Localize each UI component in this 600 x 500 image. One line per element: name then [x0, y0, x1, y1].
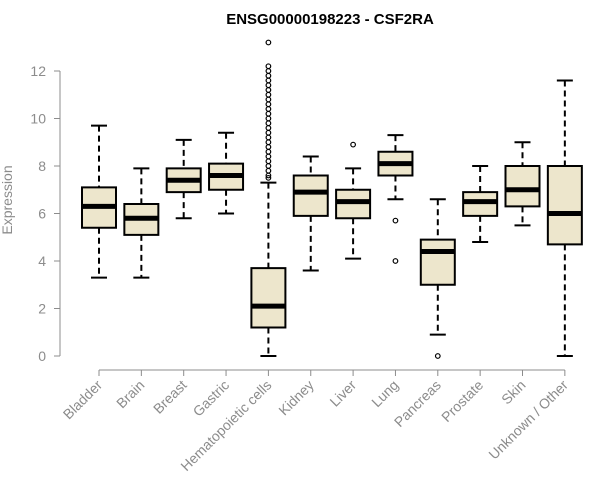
y-tick-label: 2 [38, 301, 46, 317]
outlier-point [265, 148, 272, 155]
box-group [208, 131, 245, 215]
outlier-point [265, 115, 272, 122]
iqr-box [250, 267, 287, 329]
box-group [123, 167, 160, 279]
outlier-point [265, 129, 272, 136]
x-tick-label: Kidney [275, 377, 317, 419]
box-group [504, 141, 541, 227]
outlier-point [265, 144, 272, 150]
y-tick-label: 8 [38, 158, 46, 174]
outlier-point [265, 39, 272, 46]
outlier-point [392, 258, 399, 264]
x-tick-label: Bladder [60, 377, 106, 423]
box-group [165, 138, 202, 220]
outlier-point [265, 139, 272, 146]
y-tick-label: 12 [30, 63, 46, 79]
x-tick-label: Lung [368, 377, 401, 410]
x-tick-label: Breast [150, 377, 190, 417]
outlier-point [265, 106, 272, 112]
outlier-point [265, 63, 272, 70]
box-group [377, 134, 414, 264]
y-axis-label: Expression [0, 165, 15, 234]
y-tick-label: 0 [38, 348, 46, 364]
outlier-point [265, 101, 272, 108]
boxes [81, 39, 583, 359]
outlier-point [265, 77, 272, 84]
outlier-point [265, 134, 272, 141]
x-tick-label: Brain [113, 377, 147, 411]
outlier-point [265, 163, 272, 169]
iqr-box [504, 165, 541, 208]
x-tick-label: Skin [498, 377, 529, 408]
x-tick-label: Unknown / Other [485, 377, 571, 463]
outlier-point [434, 353, 441, 359]
box-group [250, 39, 287, 357]
outlier-point [265, 172, 272, 179]
x-tick-label: Liver [326, 377, 359, 410]
outlier-point [265, 91, 272, 98]
box-group [462, 165, 499, 243]
outlier-point [265, 153, 272, 160]
iqr-box [546, 165, 583, 246]
outlier-point [265, 158, 272, 165]
box-group [292, 155, 329, 272]
outlier-point [265, 68, 272, 74]
y-tick-label: 6 [38, 206, 46, 222]
y-tick-label: 4 [38, 253, 46, 269]
box-group [546, 79, 583, 357]
outlier-point [265, 87, 272, 93]
outlier-point [265, 72, 272, 79]
outlier-point [265, 110, 272, 117]
chart-title: ENSG00000198223 - CSF2RA [226, 11, 434, 28]
outlier-point [265, 96, 272, 103]
outlier-point [265, 82, 272, 89]
outlier-point [265, 120, 272, 127]
box-group [81, 124, 117, 279]
outlier-point [392, 217, 399, 224]
outlier-point [265, 174, 272, 181]
box-group [335, 141, 372, 260]
outlier-point [265, 125, 272, 131]
y-tick-label: 10 [30, 111, 46, 127]
iqr-box [419, 238, 456, 286]
x-tick-label: Prostate [438, 377, 486, 425]
outlier-point [265, 167, 272, 174]
x-tick-label: Pancreas [391, 377, 444, 430]
outlier-point [350, 141, 357, 148]
iqr-box [292, 174, 329, 217]
box-group [419, 198, 456, 359]
